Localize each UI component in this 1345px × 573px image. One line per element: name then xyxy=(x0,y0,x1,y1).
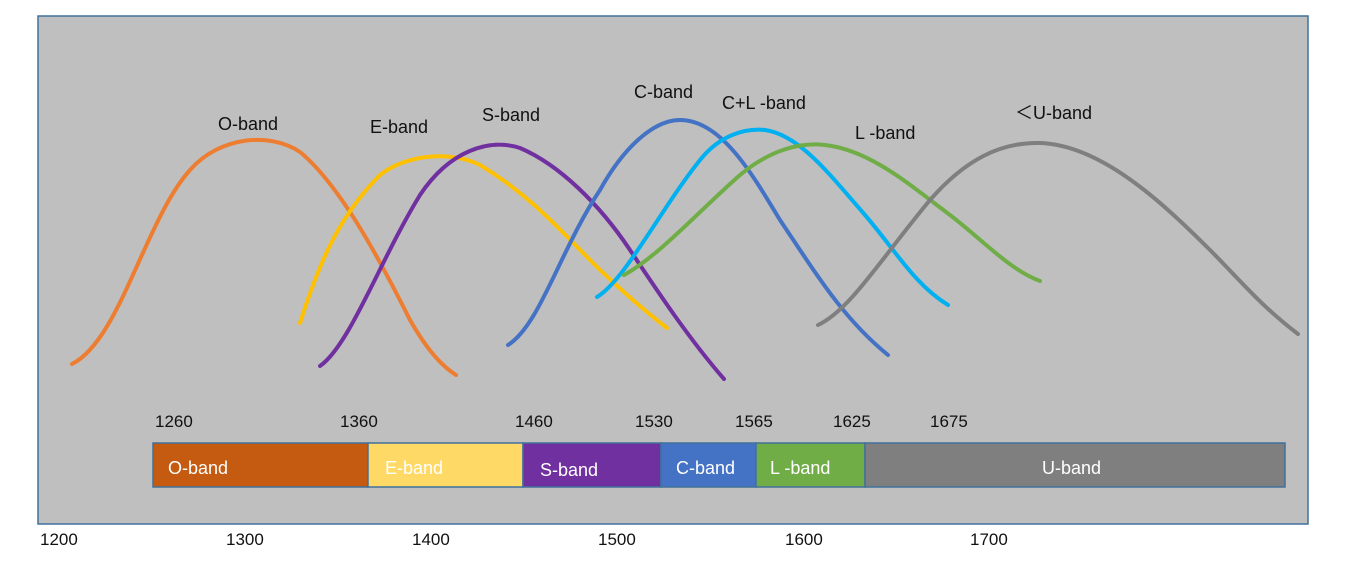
band-l-label: L -band xyxy=(770,458,830,478)
band-c-label: C-band xyxy=(676,458,735,478)
band-l-segment xyxy=(755,442,866,488)
band-u-label: U-band xyxy=(1042,458,1101,478)
axis-label-1400: 1400 xyxy=(412,530,450,549)
s-band-curve-label: S-band xyxy=(482,105,540,125)
boundary-label-1260: 1260 xyxy=(155,412,193,431)
axis-label-1700: 1700 xyxy=(970,530,1008,549)
boundary-label-1530: 1530 xyxy=(635,412,673,431)
axis-label-1500: 1500 xyxy=(598,530,636,549)
boundary-label-1360: 1360 xyxy=(340,412,378,431)
cl-band-curve-label: C+L -band xyxy=(722,93,806,113)
u-band-curve-label: ＜U-band xyxy=(1015,103,1092,123)
s-band-curve xyxy=(318,142,726,381)
boundary-label-1625: 1625 xyxy=(833,412,871,431)
u-band-curve xyxy=(816,140,1300,336)
axis-label-1200: 1200 xyxy=(40,530,78,549)
boundary-label-1565: 1565 xyxy=(735,412,773,431)
band-e-label: E-band xyxy=(385,458,443,478)
l-band-curve-label: L -band xyxy=(855,123,915,143)
band-u-segment xyxy=(864,442,1286,488)
e-band-curve-label: E-band xyxy=(370,117,428,137)
e-band-curve xyxy=(298,154,669,330)
l-band-curve xyxy=(622,142,1042,283)
band-o-segment xyxy=(152,442,369,488)
diagram-panel xyxy=(37,15,1309,525)
o-band-curve-label: O-band xyxy=(218,114,278,134)
band-o-label: O-band xyxy=(168,458,228,478)
band-e-segment xyxy=(367,442,524,488)
boundary-label-1675: 1675 xyxy=(930,412,968,431)
band-bar: O-band E-band S-band C-band L -band U-ba… xyxy=(152,442,1286,488)
band-s-segment xyxy=(522,442,662,488)
axis-label-1600: 1600 xyxy=(785,530,823,549)
band-c-segment xyxy=(660,442,757,488)
boundary-label-1460: 1460 xyxy=(515,412,553,431)
c-band-curve xyxy=(506,117,890,357)
c-band-curve-label: C-band xyxy=(634,82,693,102)
band-s-label: S-band xyxy=(540,460,598,480)
axis-label-1300: 1300 xyxy=(226,530,264,549)
o-band-curve xyxy=(70,137,458,377)
